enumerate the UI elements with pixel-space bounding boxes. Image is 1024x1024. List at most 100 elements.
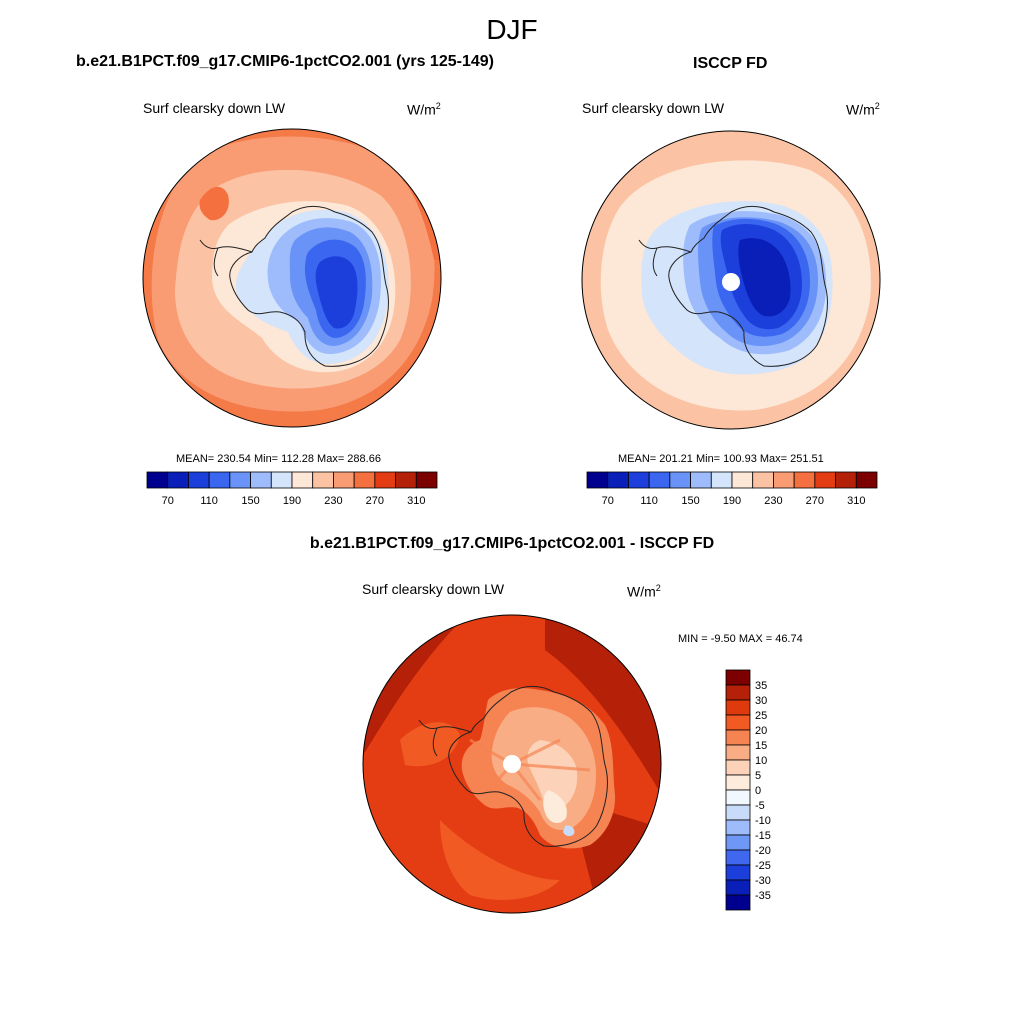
panel-b-pole-hole: [722, 273, 740, 291]
panel-a-antarctica-coastline: [229, 205, 389, 367]
panel-a-colorbar-tick-label: 190: [283, 495, 301, 507]
panel-b-colorbar-box: [793, 471, 816, 489]
panel-b-units: W/m2: [846, 101, 880, 118]
panel-c-colorbar-box: [725, 879, 751, 896]
panel-c-colorbar-box: [725, 849, 751, 866]
panel-a-colorbar-box: [146, 471, 169, 489]
panel-a-colorbar-box: [270, 471, 293, 489]
panel-c-peninsula-coastline: [418, 719, 472, 757]
panel-a-colorbar-tick-label: 230: [324, 495, 342, 507]
panel-c-colorbar-tick-label: 25: [755, 710, 767, 722]
panel-b-colorbar-box: [586, 471, 609, 489]
panel-a-colorbar-tick-label: 150: [241, 495, 259, 507]
panel-c-colorbar-tick-label: 10: [755, 755, 767, 767]
panel-a-colorbar-box: [188, 471, 210, 489]
panel-c-variable-label: Surf clearsky down LW: [362, 581, 505, 597]
panel-b-variable-label: Surf clearsky down LW: [582, 100, 725, 116]
panel-a-colorbar-box: [395, 471, 417, 489]
panel-c-title: b.e21.B1PCT.f09_g17.CMIP6-1pctCO2.001 - …: [309, 535, 715, 552]
panel-a-colorbar-box: [229, 471, 251, 489]
panel-a-colorbar-box: [374, 471, 396, 489]
panel-c-map-border: [362, 614, 662, 914]
panel-b-antarctica-coastline: [668, 205, 828, 367]
panel-c-units: W/m2: [627, 583, 661, 600]
panel-b-colorbar-box: [731, 471, 754, 489]
panel-a-colorbar-box: [208, 471, 231, 489]
panel-c-colorbar-tick-label: 15: [755, 740, 767, 752]
panel-c-colorbar-tick-label: 35: [755, 680, 767, 692]
panel-a-colorbar-tick-label: 110: [200, 495, 218, 507]
panel-a-colorbar: 70110150190230270310350: [146, 471, 438, 507]
panel-c-colorbar-tick-label: -20: [755, 845, 771, 857]
panel-c-colorbar-tick-label: -15: [755, 830, 771, 842]
panel-c-colorbar-box: [725, 669, 751, 686]
panel-c-colorbar-box: [725, 729, 751, 746]
panel-b-colorbar-box: [607, 471, 629, 489]
panel-c-colorbar-box: [725, 714, 751, 731]
panel-a-colorbar-box: [312, 471, 334, 489]
panel-c-colorbar-tick-label: 0: [755, 785, 761, 797]
panel-a-units: W/m2: [407, 101, 441, 118]
panel-a-colorbar-tick-label: 310: [407, 495, 425, 507]
panel-c-colorbar-box: [725, 894, 751, 911]
panel-a-peninsula-coastline: [199, 239, 253, 277]
panel-c-colorbar-box: [725, 819, 751, 836]
panel-c-colorbar-tick-label: -35: [755, 890, 771, 902]
panel-b-colorbar-box: [648, 471, 671, 489]
panel-c-colorbar-tick-label: 30: [755, 695, 767, 707]
panel-b-colorbar-box: [710, 471, 733, 489]
panel-a-map: [142, 128, 442, 428]
panel-c-map: [362, 614, 662, 914]
panel-c-colorbar-tick-label: 20: [755, 725, 767, 737]
panel-c-colorbar-tick-label: -30: [755, 875, 771, 887]
panel-a-map-border: [142, 128, 442, 428]
panel-a-colorbar-tick-label: 270: [366, 495, 384, 507]
panel-c-pole-hole: [503, 755, 521, 773]
panel-c-colorbar-box: [725, 789, 751, 806]
panel-b-colorbar-box: [855, 471, 878, 489]
panel-c-colorbar-tick-label: -10: [755, 815, 771, 827]
panel-b-colorbar-tick-label: 310: [847, 495, 865, 507]
panel-b-colorbar: 70110150190230270310350: [586, 471, 878, 507]
panel-c-colorbar-tick-label: 5: [755, 770, 761, 782]
panel-b-colorbar-box: [814, 471, 836, 489]
panel-b-colorbar-tick-label: 70: [602, 495, 614, 507]
panel-c-colorbar-box: [725, 774, 751, 791]
panel-c-colorbar-tick-label: -5: [755, 800, 765, 812]
panel-b-map-border: [581, 130, 881, 430]
panel-a-stats: MEAN= 230.54 Min= 112.28 Max= 288.66: [176, 453, 381, 465]
panel-c-stats: MIN = -9.50 MAX = 46.74: [678, 633, 803, 645]
panel-b-colorbar-box: [773, 471, 795, 489]
panel-a-colorbar-tick-label: 70: [162, 495, 174, 507]
panel-b-colorbar-box: [690, 471, 712, 489]
panel-a-colorbar-box: [167, 471, 189, 489]
panel-b-colorbar-box: [752, 471, 774, 489]
panel-a-title: b.e21.B1PCT.f09_g17.CMIP6-1pctCO2.001 (y…: [76, 53, 494, 70]
panel-b-colorbar-box: [628, 471, 650, 489]
panel-a-variable-label: Surf clearsky down LW: [143, 100, 286, 116]
panel-a-colorbar-box: [415, 471, 438, 489]
panel-a-colorbar-box: [353, 471, 376, 489]
panel-c-colorbar-box: [725, 699, 751, 716]
panel-c-colorbar-box: [725, 744, 751, 761]
panel-b-colorbar-tick-label: 270: [806, 495, 824, 507]
panel-b-map: [581, 130, 881, 430]
panel-b-colorbar-tick-label: 190: [723, 495, 741, 507]
panel-b-colorbar-tick-label: 110: [640, 495, 658, 507]
panel-b-colorbar-tick-label: 230: [764, 495, 782, 507]
panel-b-title: ISCCP FD: [693, 55, 768, 72]
panel-a-colorbar-box: [333, 471, 355, 489]
panel-c-colorbar: 35 30 25 20 15 10 5 0 -5 -10 -15 -20 -25 -30 -35: [725, 669, 771, 911]
panel-a-colorbar-box: [250, 471, 272, 489]
panel-c-antarctica-coastline: [448, 685, 608, 847]
panel-b-colorbar-box: [669, 471, 691, 489]
panel-a-colorbar-box: [291, 471, 314, 489]
panel-c-colorbar-box: [725, 834, 751, 851]
panel-b-colorbar-box: [835, 471, 857, 489]
panel-b-peninsula-coastline: [638, 239, 692, 277]
panel-b-colorbar-tick-label: 150: [681, 495, 699, 507]
panel-c-colorbar-box: [725, 684, 751, 701]
page-title: DJF: [486, 14, 538, 45]
panel-c-colorbar-tick-label: -25: [755, 860, 771, 872]
